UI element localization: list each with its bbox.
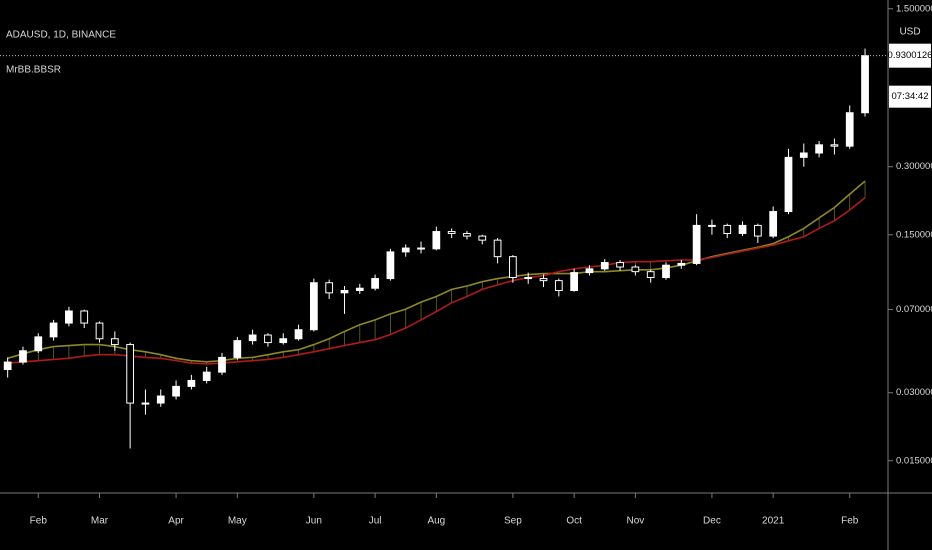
candle-body (95, 322, 104, 340)
candle-body (233, 340, 242, 358)
x-tick-label: Sep (504, 516, 522, 527)
currency-label: USD (899, 27, 920, 38)
candle-body (677, 262, 686, 266)
candle-body (401, 247, 410, 253)
x-tick-label: Feb (30, 516, 48, 527)
candle-body (478, 235, 487, 241)
candle-body (309, 282, 318, 331)
candle-body (708, 224, 716, 227)
candle-body (861, 55, 869, 114)
candle-body (646, 271, 655, 279)
y-tick-label: 1.5000000 (896, 3, 932, 14)
candle-body (769, 211, 778, 237)
candle-body (126, 344, 135, 404)
countdown-box (889, 85, 931, 108)
candle-body (80, 310, 89, 324)
candle-body (65, 310, 73, 324)
candle-body (141, 402, 150, 405)
candle-body (156, 395, 165, 404)
candle-body (340, 290, 349, 294)
candle-body (616, 262, 624, 268)
candle-body (248, 334, 257, 342)
candle-body (753, 224, 762, 237)
candle-body (386, 251, 395, 280)
candle-body (371, 278, 379, 289)
candle-body (799, 152, 808, 158)
candle-body (662, 264, 670, 279)
candle-body (202, 371, 211, 381)
candle-body (524, 277, 533, 280)
candle-body (845, 112, 854, 147)
candle-body (294, 329, 303, 340)
candle-body (417, 247, 425, 250)
candle-body (830, 144, 839, 147)
candle-body (447, 231, 456, 234)
price-label-box (889, 43, 931, 68)
x-tick-label: Jun (306, 516, 322, 527)
candle-body (110, 338, 119, 346)
y-tick-label: 0.1500000 (896, 229, 932, 240)
candle-body (279, 338, 288, 344)
countdown: 07:34:42 (892, 91, 929, 102)
price-label: 0.9300126 (888, 50, 932, 61)
candle-body (784, 156, 793, 213)
x-tick-label: 2021 (762, 516, 785, 527)
indicator-name: MrBB.BBSR (6, 65, 61, 76)
x-tick-label: Oct (566, 516, 582, 527)
x-tick-label: Dec (703, 516, 721, 527)
chart-title: ADAUSD, 1D, BINANCE (6, 30, 116, 41)
candle-body (631, 266, 640, 273)
x-tick-label: Nov (626, 516, 644, 527)
candle-body (815, 144, 823, 154)
candle-body (600, 262, 609, 270)
x-tick-label: Mar (91, 516, 109, 527)
candle-body (723, 224, 732, 234)
y-tick-label: 0.0300000 (896, 387, 932, 398)
candle-body (463, 232, 471, 237)
candle-body (49, 322, 58, 338)
candle-body (218, 356, 226, 373)
candle-body (172, 385, 180, 397)
candle-body (570, 272, 579, 292)
candle-body (325, 282, 334, 294)
candle-body (34, 336, 43, 352)
candle-body (692, 224, 701, 264)
y-tick-label: 0.3000000 (896, 161, 932, 172)
x-tick-label: May (228, 516, 247, 527)
y-tick-label: 0.0700000 (896, 304, 932, 315)
candle-body (738, 224, 747, 234)
x-tick-label: Feb (841, 516, 859, 527)
candle-body (539, 278, 548, 282)
candle-body (355, 287, 364, 292)
candle-body (3, 361, 12, 371)
x-tick-label: Aug (427, 516, 445, 527)
x-tick-label: Jul (369, 516, 382, 527)
candle-body (509, 256, 517, 279)
candle-body (432, 231, 441, 250)
candle-body (493, 239, 502, 258)
candle-body (187, 379, 196, 387)
x-tick-label: Apr (168, 516, 184, 527)
candle-body (585, 268, 594, 274)
candle-body (554, 280, 563, 292)
candle-body (264, 334, 272, 344)
candle-body (19, 350, 27, 363)
indicator-line (7, 196, 866, 365)
y-tick-label: 0.0150000 (896, 455, 932, 466)
plot-area (3, 48, 869, 449)
